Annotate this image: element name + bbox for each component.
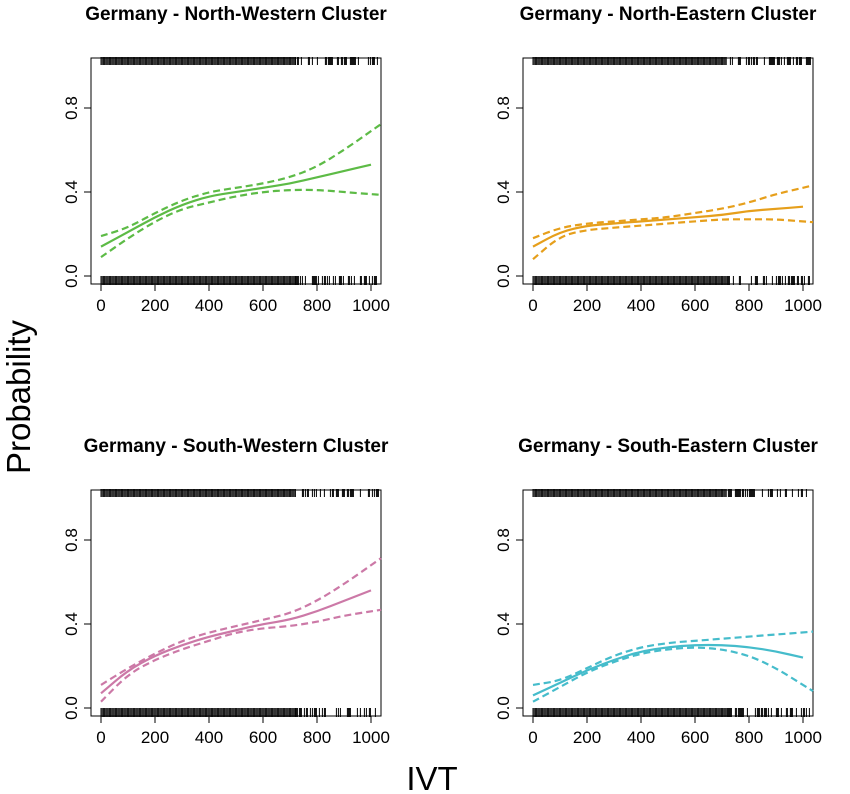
x-axis-title: IVT xyxy=(406,760,457,794)
plot-frame xyxy=(90,57,382,285)
rug-top xyxy=(532,57,811,65)
x-tick-label: 1000 xyxy=(352,728,390,747)
x-tick-label: 0 xyxy=(528,728,537,747)
panel-title: Germany - South-Eastern Cluster xyxy=(518,436,818,457)
y-tick-label: 0.0 xyxy=(62,264,81,288)
x-tick-label: 0 xyxy=(528,296,537,315)
fit-line xyxy=(532,205,804,248)
x-tick-label: 800 xyxy=(735,728,763,747)
lower-ci-line xyxy=(532,218,814,261)
rug-bottom xyxy=(100,708,376,717)
upper-ci-line xyxy=(532,630,814,686)
lower-ci-line xyxy=(100,188,382,259)
fit-line xyxy=(100,163,372,248)
panel-title: Germany - North-Western Cluster xyxy=(85,4,387,25)
fit-line xyxy=(100,589,372,695)
panel-south-western: Germany - South-Western Cluster 0 200 400 6… xyxy=(62,436,390,747)
x-tick-label: 0 xyxy=(96,296,105,315)
rug-top xyxy=(100,57,378,65)
x-tick-label: 800 xyxy=(735,296,763,315)
y-tick-label: 0.0 xyxy=(62,696,81,720)
y-tick-label: 0.4 xyxy=(494,612,513,636)
y-tick-label: 0.8 xyxy=(62,96,81,120)
panel-north-western: Germany - North-Western Cluster 0 200 400 6… xyxy=(62,4,390,315)
panel-south-eastern: Germany - South-Eastern Cluster 0 200 400 6… xyxy=(494,436,822,747)
fit-line xyxy=(532,643,804,697)
upper-ci-line xyxy=(100,123,382,238)
x-tick-label: 200 xyxy=(141,296,169,315)
x-tick-label: 600 xyxy=(681,728,709,747)
x-tick-label: 1000 xyxy=(784,296,822,315)
x-tick-label: 600 xyxy=(249,728,277,747)
x-tick-label: 200 xyxy=(141,728,169,747)
rug-top xyxy=(532,489,807,497)
plot-frame xyxy=(522,57,814,285)
plot-frame xyxy=(522,489,814,717)
y-tick-label: 0.4 xyxy=(62,612,81,636)
y-tick-label: 0.0 xyxy=(494,696,513,720)
y-tick-label: 0.0 xyxy=(494,264,513,288)
x-tick-label: 1000 xyxy=(352,296,390,315)
y-tick-label: 0.8 xyxy=(494,528,513,552)
y-tick-label: 0.4 xyxy=(62,180,81,204)
y-tick-label: 0.8 xyxy=(62,528,81,552)
lower-ci-line xyxy=(532,646,814,703)
rug-top xyxy=(100,489,379,497)
lower-ci-line xyxy=(100,608,382,703)
x-tick-label: 800 xyxy=(303,296,331,315)
y-tick-label: 0.4 xyxy=(494,180,513,204)
x-tick-label: 0 xyxy=(96,728,105,747)
x-tick-label: 400 xyxy=(627,728,655,747)
x-tick-label: 800 xyxy=(303,728,331,747)
upper-ci-line xyxy=(100,557,382,686)
rug-bottom xyxy=(532,276,810,285)
x-tick-label: 400 xyxy=(195,296,223,315)
x-tick-label: 1000 xyxy=(784,728,822,747)
panel-title: Germany - South-Western Cluster xyxy=(84,436,389,457)
x-tick-label: 200 xyxy=(573,728,601,747)
x-tick-label: 600 xyxy=(249,296,277,315)
rug-bottom xyxy=(100,276,377,285)
panel-north-eastern: Germany - North-Eastern Cluster 0 200 400 6… xyxy=(494,4,822,315)
x-tick-label: 400 xyxy=(627,296,655,315)
y-axis-title: Probability xyxy=(0,319,37,474)
upper-ci-line xyxy=(532,184,814,240)
x-tick-label: 600 xyxy=(681,296,709,315)
x-tick-label: 200 xyxy=(573,296,601,315)
plot-frame xyxy=(90,489,382,717)
panel-title: Germany - North-Eastern Cluster xyxy=(520,4,817,25)
y-tick-label: 0.8 xyxy=(494,96,513,120)
rug-bottom xyxy=(532,708,810,717)
x-tick-label: 400 xyxy=(195,728,223,747)
